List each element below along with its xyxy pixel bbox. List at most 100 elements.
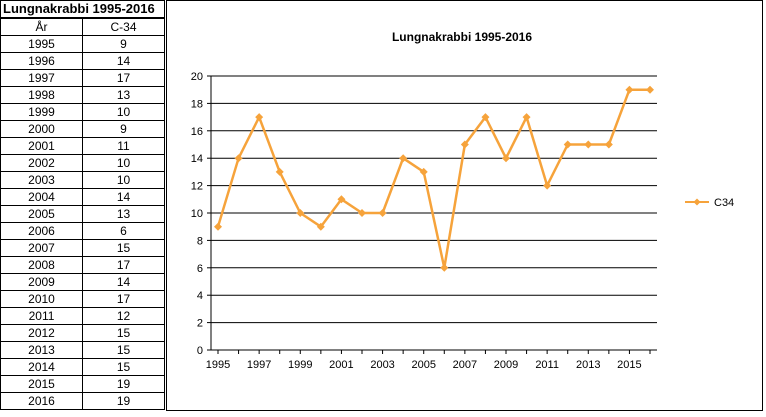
data-point: [584, 140, 593, 149]
table-row: 1996 14: [0, 52, 165, 70]
table-row: 2004 14: [0, 188, 165, 206]
value-cell: 19: [82, 392, 165, 410]
series-line: [216, 88, 650, 270]
y-tick-label: 6: [197, 263, 203, 275]
table-row: 2009 14: [0, 273, 165, 291]
table-row: 2010 17: [0, 290, 165, 308]
x-tick-label: 2007: [453, 359, 477, 371]
year-cell: 2011: [0, 307, 83, 325]
value-cell: 10: [82, 103, 165, 121]
value-cell: 11: [82, 137, 165, 155]
year-cell: 2003: [0, 171, 83, 189]
year-cell: 2007: [0, 239, 83, 257]
value-cell: 15: [82, 324, 165, 342]
data-point: [522, 113, 531, 122]
year-cell: 2005: [0, 205, 83, 223]
data-point: [255, 113, 264, 122]
table-row: 2002 10: [0, 154, 165, 172]
value-cell: 9: [82, 120, 165, 138]
legend-marker: [693, 198, 701, 206]
chart-area: Lungnakrabbi 1995-2016 0 2 4 6 8 10 12 14 16 18 20…: [166, 0, 763, 411]
value-cell: 13: [82, 86, 165, 104]
data-point: [399, 154, 408, 163]
year-cell: 2002: [0, 154, 83, 172]
y-tick-label: 14: [191, 153, 203, 165]
x-tick-label: 2015: [617, 359, 641, 371]
table-row: 2008 17: [0, 256, 165, 274]
x-tick-label: 2001: [329, 359, 353, 371]
y-tick-label: 20: [191, 71, 203, 83]
year-cell: 2012: [0, 324, 83, 342]
x-tick-label: 2005: [411, 359, 435, 371]
table-row: 2003 10: [0, 171, 165, 189]
value-cell: 15: [82, 358, 165, 376]
y-tick-label: 2: [197, 318, 203, 330]
table-row: 1997 17: [0, 69, 165, 87]
line-chart: Lungnakrabbi 1995-2016 0 2 4 6 8 10 12 14 16 18 20…: [191, 30, 734, 371]
value-cell: 14: [82, 52, 165, 70]
value-cell: 6: [82, 222, 165, 240]
table-row: 2000 9: [0, 120, 165, 138]
x-tick-label: 2009: [494, 359, 518, 371]
data-point: [337, 195, 346, 204]
year-cell: 1996: [0, 52, 83, 70]
gridlines: [211, 75, 657, 324]
value-cell: 14: [82, 273, 165, 291]
column-header-year: År: [0, 17, 83, 36]
year-cell: 2009: [0, 273, 83, 291]
x-tick-label: 1995: [206, 359, 230, 371]
data-point: [419, 167, 428, 176]
x-tick-label: 1997: [247, 359, 271, 371]
year-cell: 2000: [0, 120, 83, 138]
year-cell: 2006: [0, 222, 83, 240]
x-tick-label: 1999: [288, 359, 312, 371]
year-cell: 2014: [0, 358, 83, 376]
axes: 0 2 4 6 8 10 12 14 16 18 20 1995 1997 1999 2001 2003 200…: [191, 71, 657, 371]
x-tick-label: 2013: [576, 359, 600, 371]
y-tick-label: 18: [191, 98, 203, 110]
table-row: 1998 13: [0, 86, 165, 104]
data-point: [234, 154, 243, 163]
year-cell: 2004: [0, 188, 83, 206]
year-cell: 2016: [0, 392, 83, 410]
data-point: [502, 154, 510, 163]
value-cell: 10: [82, 154, 165, 172]
value-cell: 12: [82, 307, 165, 325]
y-tick-label: 8: [197, 235, 203, 247]
data-point: [460, 140, 469, 149]
value-cell: 17: [82, 256, 165, 274]
value-cell: 10: [82, 171, 165, 189]
table-row: 2005 13: [0, 205, 165, 223]
x-tick-label: 2003: [370, 359, 394, 371]
table-row: 2001 11: [0, 137, 165, 155]
data-point: [296, 209, 305, 217]
table-row: 1995 9: [0, 35, 165, 53]
data-point: [481, 113, 490, 122]
year-cell: 2001: [0, 137, 83, 155]
series-layer: [214, 85, 654, 272]
table-row: 2013 15: [0, 341, 165, 359]
y-tick-label: 10: [191, 208, 203, 220]
data-point: [563, 140, 572, 149]
value-cell: 19: [82, 375, 165, 393]
column-header-value: C-34: [82, 17, 165, 36]
value-cell: 14: [82, 188, 165, 206]
data-point: [275, 167, 284, 176]
data-table: Lungnakrabbi 1995-2016 År C-34 1995 9 1996…: [0, 0, 165, 410]
data-point: [358, 209, 366, 217]
year-cell: 2010: [0, 290, 83, 308]
data-point: [440, 263, 449, 272]
y-tick-label: 16: [191, 126, 203, 138]
value-cell: 15: [82, 239, 165, 257]
table-title: Lungnakrabbi 1995-2016: [0, 0, 165, 19]
data-point: [316, 222, 325, 231]
year-cell: 1998: [0, 86, 83, 104]
legend: C34: [685, 197, 734, 209]
data-point: [543, 181, 552, 190]
data-point: [625, 85, 634, 94]
table-row: 2006 6: [0, 222, 165, 240]
table-row: 2007 15: [0, 239, 165, 257]
value-cell: 17: [82, 290, 165, 308]
table-row: 2012 15: [0, 324, 165, 342]
data-point: [214, 222, 222, 231]
